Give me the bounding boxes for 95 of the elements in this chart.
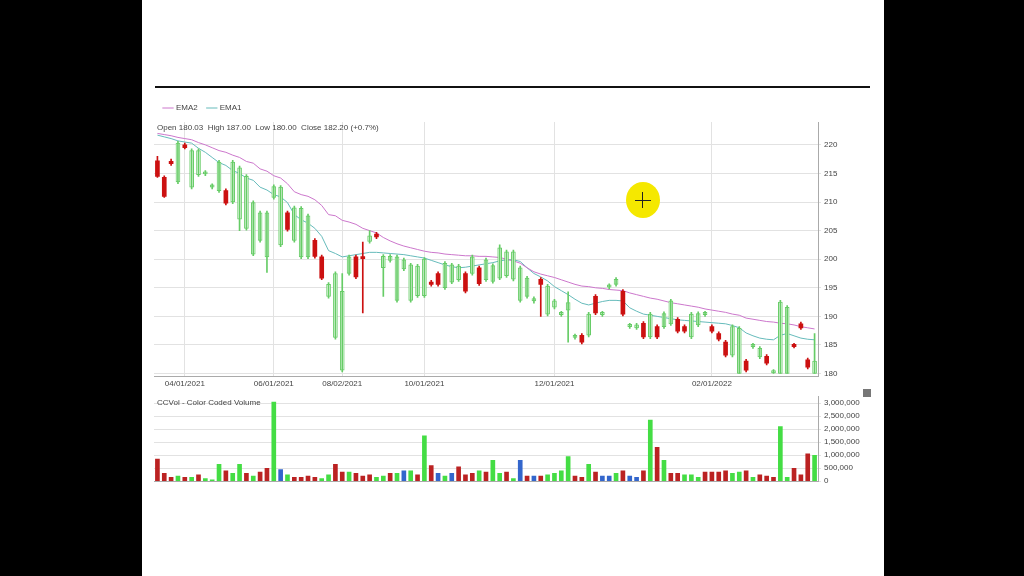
bar xyxy=(716,471,722,482)
bar xyxy=(230,473,236,482)
x-tick-label: 08/02/2021 xyxy=(322,379,363,389)
bar xyxy=(538,475,544,482)
chart-title: CCVol - Color Coded Volume xyxy=(157,398,262,407)
bar xyxy=(298,476,304,482)
bar xyxy=(641,470,646,482)
y-tick-label: 185 xyxy=(824,340,838,350)
y-tick-label: 2,000,000 xyxy=(824,424,861,434)
bar xyxy=(778,426,783,482)
bar xyxy=(292,476,297,482)
bar xyxy=(456,466,461,482)
x-tick-label: 06/01/2021 xyxy=(253,379,295,389)
bar xyxy=(244,473,249,482)
bar xyxy=(189,476,194,482)
bar xyxy=(278,469,283,482)
bar xyxy=(517,460,523,482)
bar xyxy=(415,474,420,482)
y-tick-label: 500,000 xyxy=(824,463,854,473)
bar xyxy=(250,475,256,482)
x-tick-label: 12/01/2021 xyxy=(534,379,576,389)
legend-label: EMA1 xyxy=(219,103,243,113)
bar xyxy=(380,475,386,482)
x-tick-label: 02/01/2022 xyxy=(691,379,733,389)
bar xyxy=(723,470,728,482)
bar xyxy=(600,475,605,482)
bar xyxy=(422,435,427,482)
x-tick-label: 04/01/2021 xyxy=(164,379,206,389)
bar xyxy=(476,470,482,482)
bar xyxy=(675,473,680,482)
y-tick-label: 200 xyxy=(824,254,838,264)
bar xyxy=(593,471,598,482)
y-tick-label: 220 xyxy=(824,140,838,150)
bar xyxy=(237,463,242,482)
bar xyxy=(223,470,229,482)
bar xyxy=(586,463,592,482)
bar xyxy=(271,401,277,482)
bar xyxy=(428,465,434,482)
y-tick-label: 195 xyxy=(824,282,838,292)
legend-label: EMA2 xyxy=(176,103,199,113)
bar xyxy=(374,476,379,482)
bar xyxy=(497,473,503,482)
bar xyxy=(155,458,160,482)
bar xyxy=(511,478,516,482)
bar xyxy=(771,476,776,482)
bar xyxy=(558,470,564,482)
bar xyxy=(285,474,290,482)
bar xyxy=(504,471,509,482)
bar xyxy=(730,473,735,482)
bar xyxy=(319,478,325,482)
bar xyxy=(401,470,407,482)
bar xyxy=(203,478,208,482)
y-tick-label: 1,500,000 xyxy=(824,437,861,447)
bar xyxy=(757,474,763,482)
bar xyxy=(812,454,817,482)
bar xyxy=(682,474,687,482)
y-tick-label: 210 xyxy=(824,197,838,207)
y-tick-label: 1,000,000 xyxy=(824,450,861,460)
bar xyxy=(606,475,612,482)
bar xyxy=(161,473,167,482)
y-tick-label: 0 xyxy=(824,476,829,486)
bar xyxy=(333,463,338,482)
y-tick-label: 215 xyxy=(824,168,838,178)
bar xyxy=(449,473,455,482)
bar xyxy=(668,473,674,482)
bar xyxy=(469,473,475,482)
bar xyxy=(689,474,694,482)
bar xyxy=(339,471,345,482)
bar xyxy=(367,474,372,482)
bar xyxy=(627,475,633,482)
bar xyxy=(360,475,366,482)
bar xyxy=(764,475,769,482)
bar xyxy=(463,474,468,482)
bar xyxy=(695,476,701,482)
bar xyxy=(552,473,557,482)
bar xyxy=(326,474,331,482)
bar xyxy=(408,470,414,482)
bar xyxy=(634,476,639,482)
bar xyxy=(798,474,804,482)
bar xyxy=(743,470,749,482)
bar xyxy=(182,476,188,482)
y-tick-label: 180 xyxy=(824,368,838,378)
y-tick-label: 2,500,000 xyxy=(824,411,861,421)
bar xyxy=(620,470,626,482)
bar xyxy=(647,419,653,482)
bar xyxy=(784,476,790,482)
y-tick-label: 190 xyxy=(824,311,838,321)
bar xyxy=(196,474,201,482)
y-tick-label: 205 xyxy=(824,225,838,235)
bar xyxy=(805,453,811,482)
annotation: Open 180.03 High 187.00 Low 180.00 Close 182.20 (+0.7%) xyxy=(157,123,380,133)
y-tick-label: 3,000,000 xyxy=(824,398,861,408)
bar xyxy=(736,471,742,482)
bar xyxy=(545,474,550,482)
x-tick-label: 10/01/2021 xyxy=(404,379,445,389)
